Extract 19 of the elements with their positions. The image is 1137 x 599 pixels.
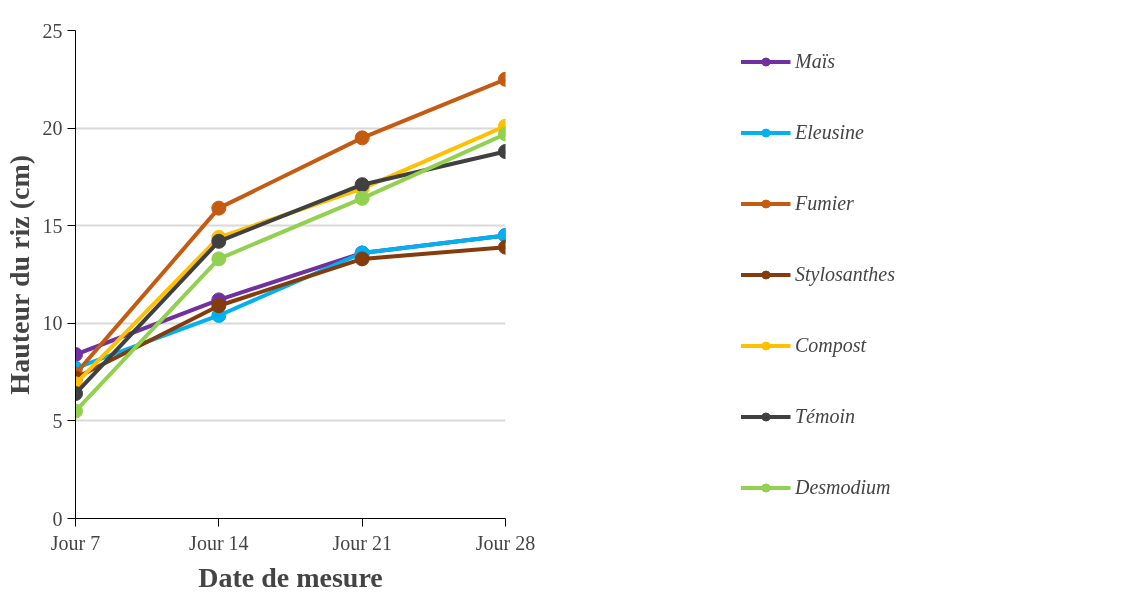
y-tick-label: 5 — [52, 409, 63, 432]
x-axis-title: Date de mesure — [198, 561, 383, 593]
legend-label: Stylosanthes — [795, 262, 895, 286]
legend-label: Desmodium — [795, 475, 891, 499]
y-tick-label: 25 — [42, 19, 63, 42]
x-tick-label: Jour 21 — [332, 531, 392, 554]
y-tick-label: 10 — [42, 312, 63, 335]
legend-label: Eleusine — [795, 120, 864, 144]
legend-label: Fumier — [795, 191, 854, 215]
y-tick-label: 0 — [52, 507, 63, 530]
y-tick-label: 20 — [42, 117, 63, 140]
legend-label: Maïs — [795, 49, 835, 73]
x-tick-label: Jour 7 — [50, 531, 101, 554]
y-axis-title: Hauteur du riz (cm) — [3, 154, 35, 395]
y-tick-label: 15 — [42, 214, 63, 237]
x-tick-label: Jour 14 — [189, 531, 249, 554]
legend-label: Compost — [795, 333, 867, 357]
x-tick-label: Jour 28 — [475, 531, 536, 554]
legend-label: Témoin — [795, 404, 855, 428]
